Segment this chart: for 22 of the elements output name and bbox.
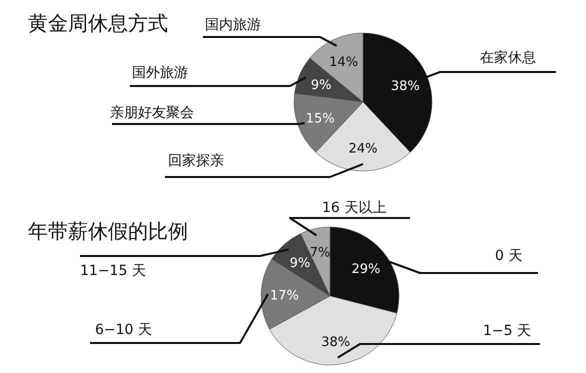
data-label: 14% (329, 54, 358, 70)
slice-label: 国外旅游 (132, 65, 188, 81)
data-label: 38% (390, 79, 420, 94)
slice-label: 回家探亲 (168, 153, 224, 169)
slice-label: 国内旅游 (205, 17, 261, 33)
data-label: 29% (352, 262, 380, 278)
slice-label: 11−15 天 (80, 263, 146, 279)
data-label: 7% (310, 246, 330, 261)
slice-label: 16 天以上 (322, 200, 386, 216)
data-label: 17% (270, 288, 299, 304)
data-label: 38% (321, 335, 350, 350)
chart-title: 黄金周休息方式 (28, 11, 168, 35)
data-label: 24% (348, 142, 378, 157)
data-label: 9% (290, 256, 310, 271)
data-label: 15% (306, 111, 335, 126)
slice-label: 亲朋好友聚会 (110, 105, 194, 121)
slice-label: 0 天 (495, 248, 522, 264)
slice-label: 在家休息 (480, 50, 536, 66)
text: 年带薪休假的比例 (28, 219, 188, 243)
slice-label: 1−5 天 (483, 323, 531, 339)
data-label: 9% (310, 78, 332, 93)
slice-label: 6−10 天 (95, 322, 152, 338)
